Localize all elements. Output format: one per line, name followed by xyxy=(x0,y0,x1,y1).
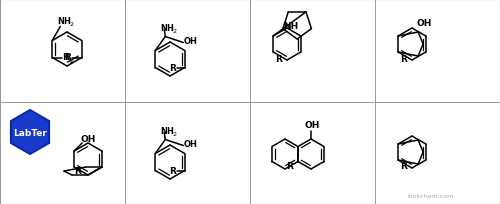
Text: NH: NH xyxy=(160,126,174,135)
Text: 2: 2 xyxy=(70,59,73,64)
Text: LabTer: LabTer xyxy=(13,128,47,137)
Text: R: R xyxy=(276,54,282,63)
Text: NH: NH xyxy=(58,17,71,26)
Text: NH: NH xyxy=(160,24,174,33)
Text: R: R xyxy=(170,166,176,175)
Text: OH: OH xyxy=(304,121,320,130)
Text: R: R xyxy=(286,161,294,170)
Text: NH: NH xyxy=(284,22,298,31)
Text: 2: 2 xyxy=(172,131,176,136)
Text: R: R xyxy=(400,162,407,171)
Text: OH: OH xyxy=(80,134,96,143)
Text: OH: OH xyxy=(416,18,432,27)
Text: 1: 1 xyxy=(69,60,72,65)
Text: OH: OH xyxy=(184,139,197,148)
Text: 2: 2 xyxy=(70,22,73,27)
Text: lookchem.com: lookchem.com xyxy=(407,194,453,198)
Text: R: R xyxy=(170,64,176,73)
Text: R: R xyxy=(62,53,69,62)
Text: R: R xyxy=(64,53,70,62)
Text: 2: 2 xyxy=(172,29,176,34)
Text: R: R xyxy=(74,167,82,176)
Polygon shape xyxy=(11,110,49,154)
Text: R: R xyxy=(400,54,407,63)
Text: OH: OH xyxy=(184,37,197,46)
